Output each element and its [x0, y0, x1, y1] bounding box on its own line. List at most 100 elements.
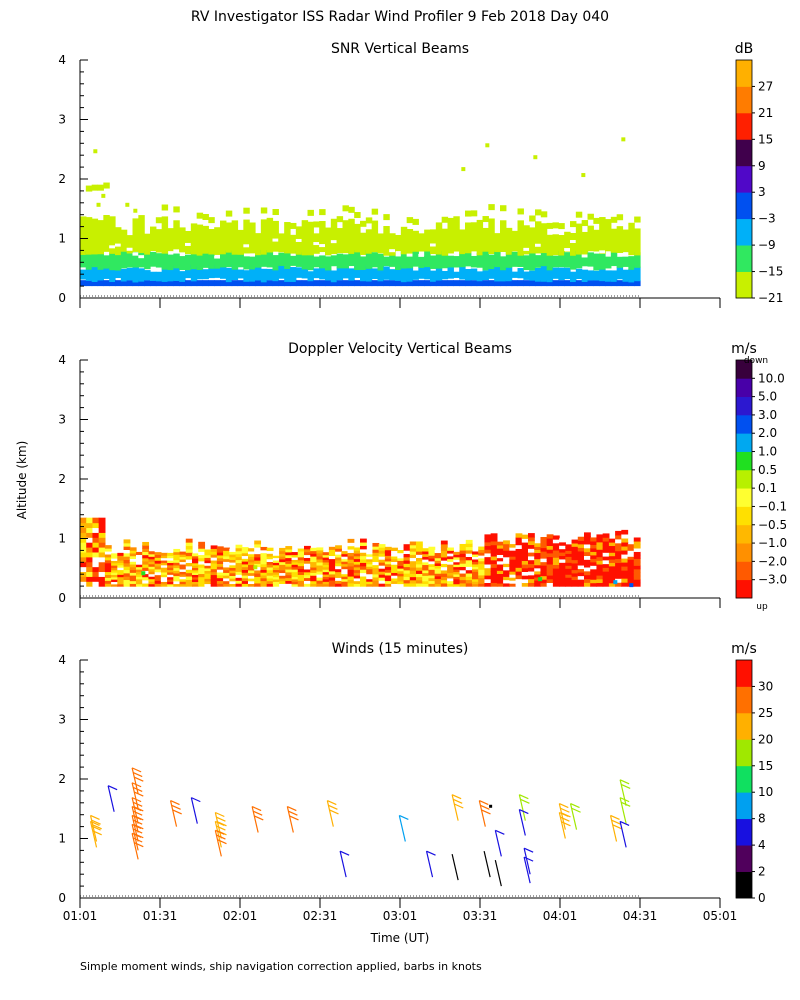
- heatmap-cell: [185, 555, 193, 560]
- barb-feather: [479, 800, 489, 806]
- colorbar-frame: [735, 59, 753, 299]
- barb-feather: [520, 798, 530, 804]
- heatmap-cell: [391, 580, 398, 584]
- barb-feather: [620, 801, 631, 807]
- heatmap-cell: [117, 557, 125, 561]
- heatmap-cell: [534, 573, 542, 578]
- heatmap-cell: [223, 558, 230, 562]
- barb-feather: [191, 797, 201, 803]
- heatmap-cell: [559, 572, 566, 577]
- heatmap-cell: [517, 280, 524, 287]
- heatmap-cell: [92, 542, 100, 548]
- heatmap-cell: [605, 219, 612, 252]
- heatmap-cell: [391, 572, 398, 576]
- heatmap-cell: [478, 580, 486, 584]
- heatmap-cell: [360, 562, 367, 567]
- heatmap-cell: [602, 555, 610, 561]
- heatmap-cell: [148, 581, 156, 585]
- barb-feather: [215, 820, 225, 826]
- heatmap-cell: [154, 563, 162, 567]
- heatmap-cell: [179, 271, 186, 282]
- colorbar-swatch: [736, 845, 752, 872]
- heatmap-cell: [198, 560, 206, 565]
- heatmap-cell: [533, 155, 538, 160]
- heatmap-cell: [546, 254, 554, 271]
- heatmap-cell: [403, 573, 411, 577]
- colorbar-swatch: [736, 871, 752, 899]
- heatmap-cell: [627, 562, 635, 566]
- heatmap-cell: [348, 268, 355, 281]
- heatmap-cell: [80, 581, 87, 587]
- heatmap-cell: [552, 539, 560, 544]
- heatmap-cell: [465, 576, 473, 581]
- heatmap-cell: [341, 561, 349, 565]
- heatmap-cell: [403, 546, 411, 551]
- heatmap-cell: [515, 574, 523, 580]
- heatmap-cell: [204, 573, 212, 577]
- heatmap-cell: [341, 558, 349, 562]
- heatmap-cell: [397, 575, 405, 579]
- heatmap-cell: [529, 227, 536, 254]
- heatmap-cell: [354, 250, 361, 271]
- heatmap-cell: [347, 559, 355, 564]
- heatmap-cell: [141, 571, 146, 576]
- barb-staff: [89, 815, 98, 842]
- heatmap-cell: [322, 564, 330, 568]
- heatmap-cell: [154, 568, 162, 573]
- heatmap-cell: [307, 255, 314, 271]
- heatmap-cell: [372, 576, 380, 581]
- heatmap-gap: [313, 242, 320, 246]
- heatmap-cell: [384, 546, 392, 551]
- heatmap-cell: [316, 552, 324, 557]
- heatmap-cell: [383, 214, 390, 221]
- heatmap-cell: [92, 547, 100, 553]
- heatmap-cell: [397, 568, 405, 572]
- heatmap-cell: [208, 217, 215, 224]
- heatmap-cell: [503, 579, 510, 584]
- heatmap-cell: [304, 565, 311, 570]
- colorbar-swatch: [736, 488, 752, 507]
- x-tick-label: 04:31: [623, 909, 658, 923]
- y-tick-label: 0: [58, 891, 66, 905]
- heatmap-cell: [216, 560, 224, 564]
- colorbar-swatch: [736, 218, 752, 246]
- heatmap-cell: [179, 566, 187, 570]
- colorbar-label: −2.0: [758, 554, 787, 568]
- heatmap-cell: [615, 582, 622, 587]
- heatmap-cell: [348, 251, 355, 267]
- heatmap-cell: [605, 280, 612, 287]
- heatmap-cell: [111, 572, 118, 576]
- heatmap-cell: [610, 251, 618, 267]
- heatmap-cell: [86, 522, 94, 529]
- heatmap-cell: [602, 552, 610, 557]
- heatmap-cell: [384, 555, 392, 559]
- colorbar-label: −21: [758, 291, 783, 305]
- heatmap-cell: [440, 582, 448, 587]
- heatmap-cell: [229, 575, 237, 579]
- heatmap-cell: [590, 540, 598, 545]
- heatmap-cell: [316, 543, 324, 548]
- heatmap-cell: [540, 582, 548, 587]
- heatmap-cell: [577, 575, 585, 580]
- heatmap-cell: [409, 576, 417, 581]
- heatmap-cell: [546, 571, 554, 576]
- heatmap-cell: [80, 566, 87, 573]
- heatmap-cell: [511, 230, 519, 252]
- heatmap-cell: [319, 280, 326, 287]
- heatmap-cell: [220, 264, 227, 279]
- colorbar-label: 10.0: [758, 371, 785, 385]
- heatmap-cell: [633, 544, 641, 549]
- heatmap-cell: [515, 563, 523, 568]
- heatmap-cell: [515, 552, 523, 557]
- heatmap-cell: [366, 568, 374, 572]
- heatmap-cell: [142, 567, 150, 571]
- heatmap-cell: [389, 233, 396, 256]
- heatmap-cell: [235, 547, 243, 552]
- heatmap-cell: [266, 547, 274, 552]
- heatmap-cell: [440, 547, 448, 551]
- wind-barbs: [89, 767, 631, 887]
- heatmap-cell: [342, 266, 349, 279]
- heatmap-cell: [366, 558, 374, 562]
- heatmap-cell: [272, 557, 280, 561]
- colorbar-swatch: [736, 739, 752, 767]
